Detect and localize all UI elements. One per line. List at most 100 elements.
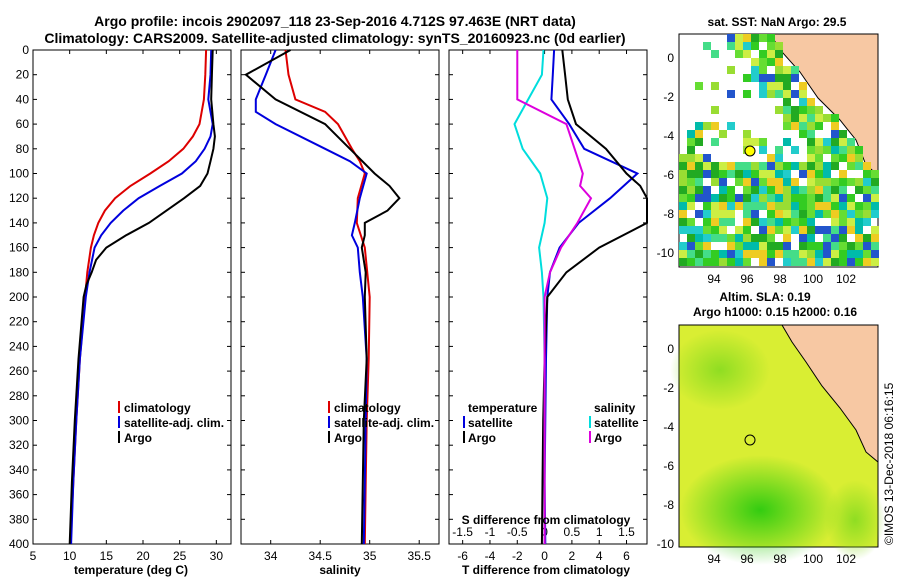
- sst-cell: [719, 202, 727, 210]
- sla-land: [781, 324, 879, 464]
- sst-cell: [687, 162, 695, 170]
- sst-cell: [791, 146, 799, 154]
- sst-cell: [871, 258, 879, 266]
- map-y-tick-label: -10: [657, 246, 675, 260]
- sst-cell: [703, 154, 711, 162]
- sst-cell: [727, 170, 735, 178]
- sst-cell: [751, 66, 759, 74]
- sst-cell: [783, 74, 791, 82]
- sst-cell: [767, 194, 775, 202]
- sst-cell: [823, 194, 831, 202]
- series-line-argo: [68, 49, 216, 545]
- sst-cell: [807, 218, 815, 226]
- sst-cell: [711, 210, 719, 218]
- sst-cell: [783, 122, 791, 130]
- sst-cell: [839, 154, 847, 162]
- sst-cell: [783, 98, 791, 106]
- x-tick-label: 5: [30, 549, 37, 563]
- legend-argo: Argo: [334, 431, 362, 445]
- sst-cell: [831, 242, 839, 250]
- sst-cell: [799, 250, 807, 258]
- map-x-tick-label: 96: [740, 272, 754, 286]
- sst-cell: [743, 74, 751, 82]
- sst-cell: [815, 138, 823, 146]
- sst-cell: [703, 162, 711, 170]
- sst-cell: [791, 162, 799, 170]
- sst-cell: [711, 234, 719, 242]
- sst-cell: [679, 218, 687, 226]
- sst-cell: [743, 202, 751, 210]
- sst-cell: [847, 138, 855, 146]
- sst-cell: [743, 258, 751, 266]
- sst-cell: [767, 186, 775, 194]
- x-tick-label: 20: [136, 549, 150, 563]
- y-tick-label: 140: [9, 216, 29, 230]
- sst-cell: [775, 42, 783, 50]
- sst-cell: [711, 250, 719, 258]
- legend-t-argo: Argo: [468, 431, 496, 445]
- sst-cell: [807, 202, 815, 210]
- sst-cell: [719, 194, 727, 202]
- sst-cell: [767, 210, 775, 218]
- sst-cell: [807, 106, 815, 114]
- sst-cell: [687, 202, 695, 210]
- x-tick-label: 15: [100, 549, 114, 563]
- y-tick-label: 100: [9, 167, 29, 181]
- sst-cell: [775, 82, 783, 90]
- sst-cell: [727, 234, 735, 242]
- sst-cell: [751, 74, 759, 82]
- sst-cell: [815, 202, 823, 210]
- sst-cell: [679, 226, 687, 234]
- sst-cell: [719, 130, 727, 138]
- sst-cell: [687, 234, 695, 242]
- sst-cell: [703, 226, 711, 234]
- sst-cell: [855, 178, 863, 186]
- series-line-climatology: [284, 49, 371, 545]
- sst-cell: [807, 226, 815, 234]
- sst-cell: [687, 242, 695, 250]
- sst-cell: [855, 210, 863, 218]
- sst-cell: [839, 242, 847, 250]
- sst-cell: [807, 122, 815, 130]
- sst-cell: [759, 162, 767, 170]
- sst-cell: [703, 170, 711, 178]
- sst-data-cells: [679, 34, 879, 266]
- sst-cell: [799, 162, 807, 170]
- sst-cell: [775, 186, 783, 194]
- sst-cell: [695, 186, 703, 194]
- sst-cell: [783, 218, 791, 226]
- sst-cell: [783, 210, 791, 218]
- sst-cell: [775, 218, 783, 226]
- sst-cell: [743, 42, 751, 50]
- sst-cell: [799, 122, 807, 130]
- sst-cell: [703, 242, 711, 250]
- sst-cell: [775, 170, 783, 178]
- sst-cell: [831, 154, 839, 162]
- sst-cell: [759, 218, 767, 226]
- y-tick-label: 220: [9, 315, 29, 329]
- sst-cell: [767, 50, 775, 58]
- legend-satellite: satellite-adj. clim.: [124, 416, 224, 430]
- salinity-xlabel: salinity: [319, 563, 361, 577]
- sst-cell: [783, 66, 791, 74]
- sst-cell: [863, 162, 871, 170]
- sst-cell: [775, 66, 783, 74]
- sst-cell: [679, 162, 687, 170]
- sst-cell: [679, 154, 687, 162]
- legend-argo: Argo: [124, 431, 152, 445]
- legend-s-satellite: satellite: [594, 416, 639, 430]
- sst-cell: [791, 122, 799, 130]
- sst-cell: [807, 242, 815, 250]
- sst-cell: [799, 210, 807, 218]
- series-line-satellite-adj-clim-: [70, 49, 214, 545]
- sst-cell: [815, 170, 823, 178]
- difference-legend: temperature satellite Argo salinity sate…: [463, 401, 639, 445]
- sst-cell: [735, 202, 743, 210]
- sst-cell: [839, 194, 847, 202]
- sst-cell: [863, 210, 871, 218]
- sst-cell: [799, 218, 807, 226]
- sst-map-title: sat. SST: NaN Argo: 29.5: [708, 15, 847, 29]
- sst-cell: [823, 162, 831, 170]
- sst-cell: [783, 114, 791, 122]
